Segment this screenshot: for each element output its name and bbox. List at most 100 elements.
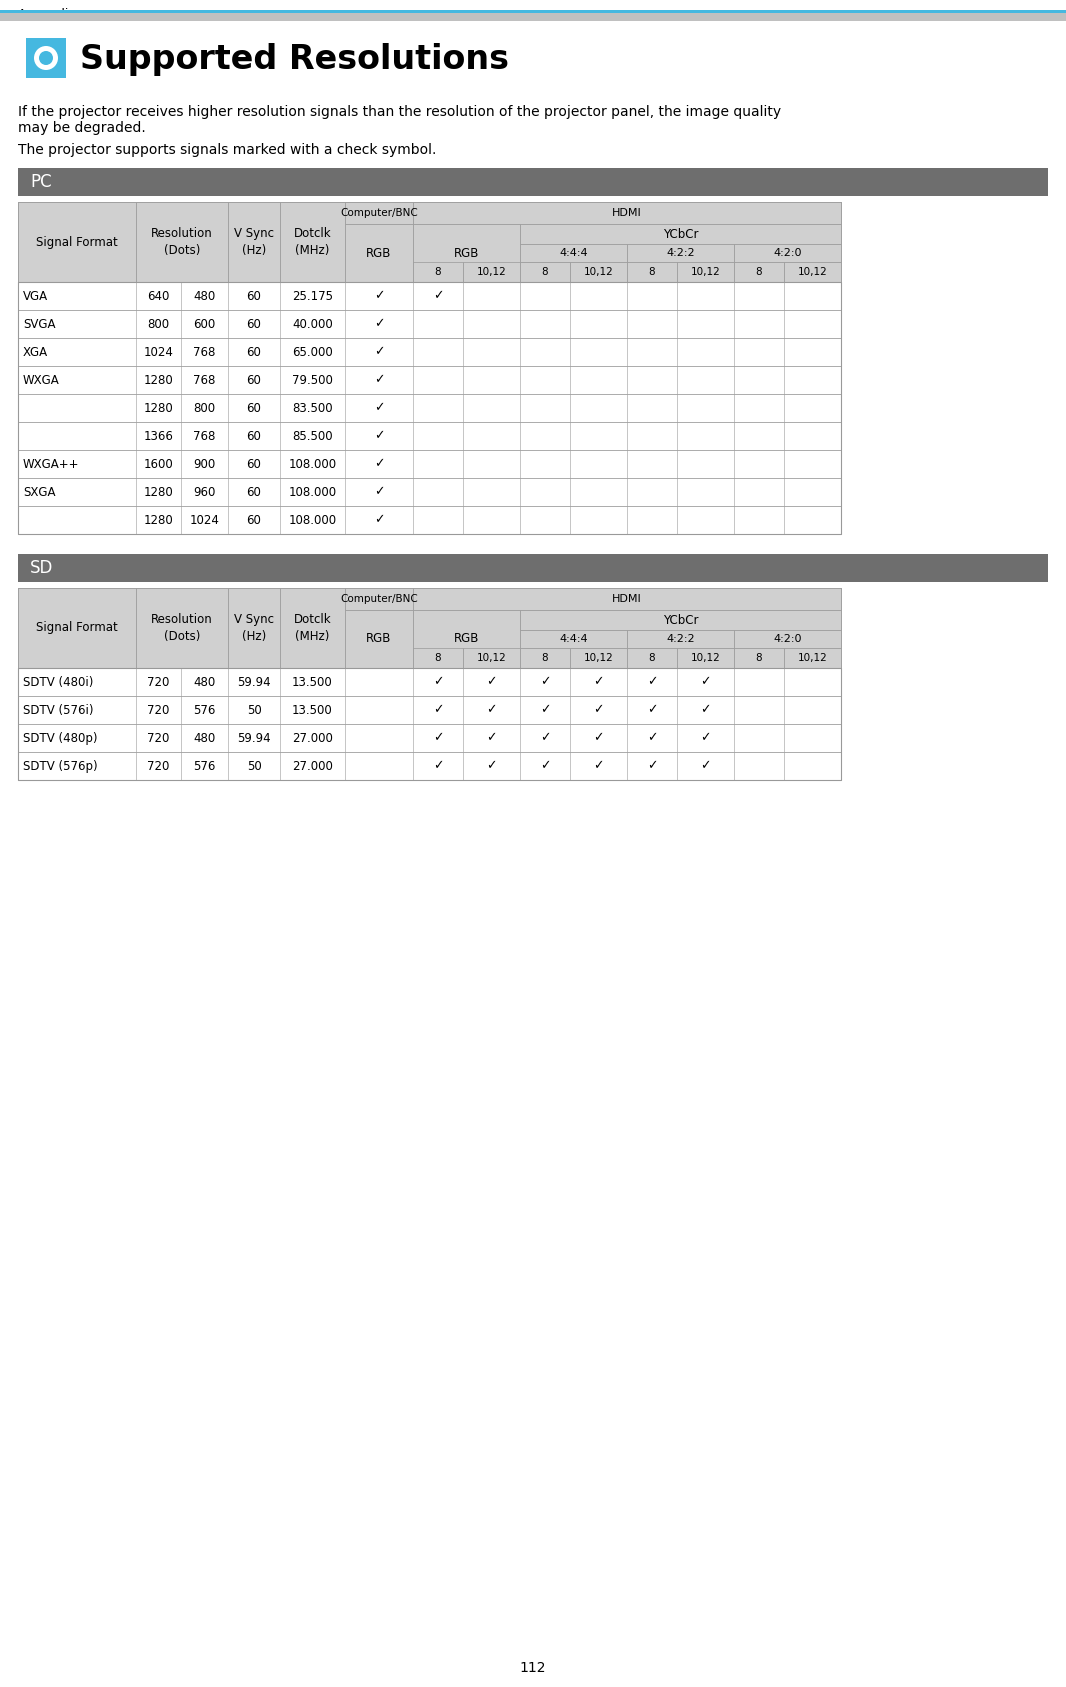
Text: 10,12: 10,12 — [797, 653, 827, 663]
Text: 25.175: 25.175 — [292, 290, 333, 302]
Text: 10,12: 10,12 — [477, 267, 506, 277]
Text: 8: 8 — [542, 267, 548, 277]
Bar — [18, 477, 841, 506]
Text: 4:4:4: 4:4:4 — [560, 248, 587, 258]
Bar — [413, 589, 841, 611]
Bar — [734, 261, 784, 282]
Bar — [520, 629, 627, 648]
Text: 60: 60 — [246, 486, 261, 498]
Text: ✓: ✓ — [374, 346, 384, 359]
Text: 720: 720 — [147, 759, 169, 773]
Text: 720: 720 — [147, 703, 169, 717]
Text: ✓: ✓ — [700, 675, 711, 688]
Text: 800: 800 — [193, 402, 215, 415]
Bar — [18, 282, 841, 535]
Bar — [18, 668, 841, 697]
Text: PC: PC — [30, 174, 51, 191]
Text: Dotclk
(MHz): Dotclk (MHz) — [294, 612, 332, 643]
Text: 10,12: 10,12 — [691, 653, 721, 663]
Bar — [463, 648, 520, 668]
Text: ✓: ✓ — [539, 732, 550, 744]
Text: SDTV (480p): SDTV (480p) — [23, 732, 97, 744]
Text: ✓: ✓ — [433, 703, 443, 717]
Text: ✓: ✓ — [433, 675, 443, 688]
Text: 480: 480 — [193, 290, 215, 302]
Text: 8: 8 — [542, 653, 548, 663]
Text: 60: 60 — [246, 317, 261, 331]
Text: 8: 8 — [756, 267, 762, 277]
Text: ✓: ✓ — [374, 317, 384, 331]
Text: SDTV (576p): SDTV (576p) — [23, 759, 98, 773]
Bar — [0, 13, 1066, 20]
Text: 900: 900 — [193, 457, 215, 471]
Bar — [0, 10, 1066, 13]
Bar — [463, 261, 520, 282]
Text: HDMI: HDMI — [612, 208, 642, 218]
Text: ✓: ✓ — [594, 759, 603, 773]
Text: XGA: XGA — [23, 346, 48, 359]
Text: 10,12: 10,12 — [583, 267, 613, 277]
Text: 8: 8 — [435, 267, 441, 277]
Text: 60: 60 — [246, 513, 261, 526]
Text: ✓: ✓ — [486, 759, 497, 773]
Bar — [18, 668, 841, 779]
Text: 83.500: 83.500 — [292, 402, 333, 415]
Text: 576: 576 — [193, 703, 215, 717]
Text: Appendix: Appendix — [18, 8, 77, 20]
Bar — [520, 648, 570, 668]
Text: 8: 8 — [649, 653, 656, 663]
Text: SDTV (576i): SDTV (576i) — [23, 703, 94, 717]
Text: Resolution
(Dots): Resolution (Dots) — [151, 612, 213, 643]
Text: SXGA: SXGA — [23, 486, 55, 498]
Text: YCbCr: YCbCr — [663, 614, 698, 626]
Bar — [18, 589, 136, 668]
Text: ✓: ✓ — [594, 703, 603, 717]
Bar — [570, 648, 627, 668]
Text: ✓: ✓ — [647, 703, 658, 717]
Bar — [18, 450, 841, 477]
Text: SD: SD — [30, 558, 53, 577]
Bar — [18, 589, 841, 668]
Bar — [784, 648, 841, 668]
Bar — [627, 629, 734, 648]
Bar — [520, 611, 841, 629]
Text: 59.94: 59.94 — [238, 732, 271, 744]
Text: 1280: 1280 — [144, 402, 174, 415]
Text: ✓: ✓ — [647, 675, 658, 688]
Bar — [413, 648, 463, 668]
Text: RGB: RGB — [454, 246, 480, 260]
Text: ✓: ✓ — [539, 759, 550, 773]
Text: 85.500: 85.500 — [292, 430, 333, 442]
Text: 8: 8 — [435, 653, 441, 663]
Bar — [18, 395, 841, 422]
Bar — [520, 261, 570, 282]
Text: 10,12: 10,12 — [583, 653, 613, 663]
Text: ✓: ✓ — [374, 290, 384, 302]
Text: 768: 768 — [193, 430, 215, 442]
Text: 8: 8 — [649, 267, 656, 277]
Bar — [734, 629, 841, 648]
Text: Signal Format: Signal Format — [36, 236, 118, 248]
Text: 1024: 1024 — [144, 346, 174, 359]
Bar — [627, 648, 677, 668]
Bar — [18, 282, 841, 310]
Text: Dotclk
(MHz): Dotclk (MHz) — [294, 228, 332, 256]
Text: ✓: ✓ — [700, 703, 711, 717]
Bar — [18, 752, 841, 779]
Bar — [413, 224, 520, 282]
Text: ✓: ✓ — [594, 675, 603, 688]
Bar — [18, 724, 841, 752]
Text: WXGA: WXGA — [23, 373, 60, 386]
Circle shape — [39, 51, 53, 66]
Text: If the projector receives higher resolution signals than the resolution of the p: If the projector receives higher resolut… — [18, 105, 781, 135]
Text: 768: 768 — [193, 373, 215, 386]
Bar — [570, 261, 627, 282]
Text: SVGA: SVGA — [23, 317, 55, 331]
Bar — [18, 553, 1048, 582]
Bar — [677, 261, 734, 282]
Bar — [280, 589, 345, 668]
Text: 79.500: 79.500 — [292, 373, 333, 386]
Text: 65.000: 65.000 — [292, 346, 333, 359]
Text: 480: 480 — [193, 675, 215, 688]
Text: Resolution
(Dots): Resolution (Dots) — [151, 228, 213, 256]
